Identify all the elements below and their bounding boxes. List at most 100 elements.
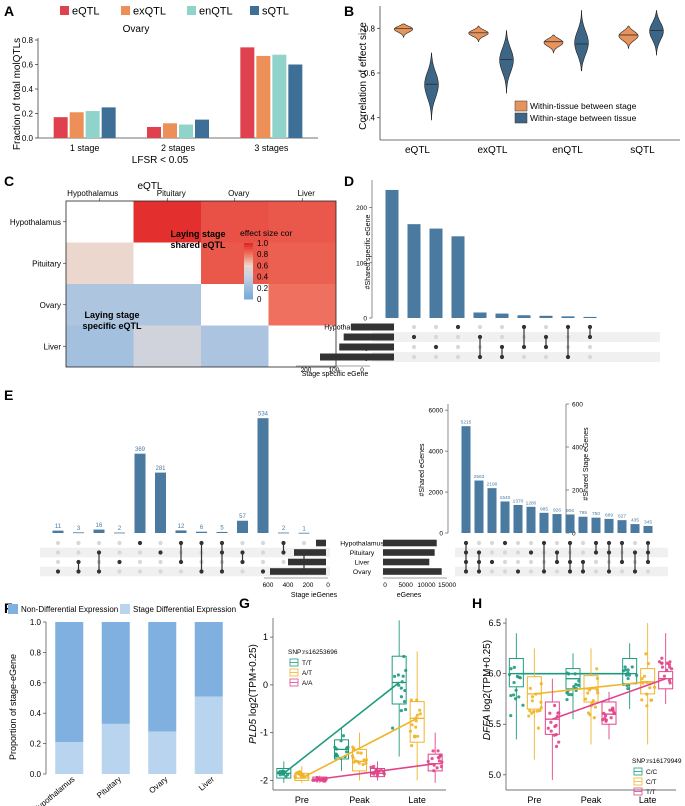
e-right-ytick-label: 4000 <box>429 449 444 456</box>
e-left-intersection-bar <box>278 532 289 534</box>
g-point <box>356 751 360 755</box>
e-left-ytick-label: 0 <box>572 531 576 538</box>
e-right-matrix-dot <box>515 540 521 546</box>
e-right-intersection-bar <box>487 488 497 533</box>
h-point <box>527 714 531 718</box>
f-stacked-bars: 0.0 0.2 0.4 0.6 0.8 1.0 Hypothalamus Pituitary O… <box>30 618 223 806</box>
e-left-matrix-dot <box>117 569 122 574</box>
c-legend-gradient-step <box>244 269 253 272</box>
e-left-intersection-bar <box>155 472 166 533</box>
c-legend-gradient-step <box>244 267 253 270</box>
c-legend-gradient-step <box>244 277 253 280</box>
e-right-row-stripe <box>455 547 668 558</box>
e-left-bar-label: 16 <box>96 523 103 529</box>
e-right-matrix-dot <box>489 559 495 565</box>
g-trend-line <box>301 717 418 779</box>
e-left-intersection-bar <box>73 532 84 534</box>
g-xtick-label: Pre <box>295 795 309 805</box>
c-legend-gradient-step <box>244 273 253 276</box>
f-ytick-label: 0.6 <box>30 679 42 688</box>
d-intersection-bar <box>451 236 465 318</box>
a-bar-enQTL <box>179 124 193 138</box>
g-point <box>321 779 326 783</box>
d-row-stripe <box>372 332 660 342</box>
g-point <box>364 761 368 765</box>
h-point <box>553 703 557 708</box>
e-left-intersection-bar <box>52 530 64 533</box>
c-annotation-line: Laying stage <box>84 310 139 320</box>
h-box <box>658 671 674 690</box>
g-box <box>391 655 407 705</box>
f-legend-label: Non-Differential Expression <box>21 605 118 614</box>
d-intersection-bar <box>495 313 509 318</box>
e-left-matrix-dot <box>240 540 245 546</box>
b-xtick-label: eQTL <box>405 145 430 156</box>
e-left-set-tick-label: 600 <box>263 582 274 589</box>
h-point <box>511 693 516 697</box>
g-point <box>278 769 282 774</box>
h-ylabel-unit: log2(TPM+0.25) <box>482 640 493 715</box>
g-point <box>399 686 403 690</box>
a-ylabel: Fraction of total molQTLs <box>12 38 23 150</box>
c-legend-tick-label: 0.6 <box>257 261 269 270</box>
c-frame <box>65 200 337 368</box>
g-box <box>352 748 367 772</box>
panel-g: G -2 -1 0 1 Pre Peak Late SNP:rs16253696 T/T A/T A… <box>239 595 446 805</box>
h-point <box>567 692 571 697</box>
a-xtick-label: 2 stages <box>161 143 196 153</box>
e-left-row-stripe <box>40 547 330 558</box>
c-legend-gradient-step <box>244 243 253 246</box>
c-heatmap: Hypothalamus Pituitary Ovary Liver Hypothala… <box>10 189 337 368</box>
a-legend-swatch <box>60 6 69 15</box>
g-point <box>413 734 417 738</box>
h-xtick-label: Late <box>639 795 657 805</box>
e-left-bar-label: 11 <box>55 524 62 530</box>
h-point <box>518 676 522 680</box>
e-right-bar-label: 795 <box>579 510 587 516</box>
e-right-matrix-dot <box>489 569 495 574</box>
e-right-bar-label: 689 <box>605 512 613 518</box>
e-left-matrix-dot <box>158 550 163 555</box>
h-ytick-label: 5.0 <box>488 770 501 780</box>
panel-e: E 0 200 400 600 11 3 16 2 369 281 12 6 5 57 534 2 1 Hypo… <box>4 387 668 599</box>
d-intersection-bar <box>429 228 443 318</box>
c-cell <box>201 325 269 367</box>
c-row-label: Liver <box>44 342 62 351</box>
c-cell <box>268 284 336 326</box>
e-left-set-size-bar <box>288 558 326 566</box>
c-cell <box>268 325 336 367</box>
h-point <box>509 713 513 718</box>
d-intersection-bar <box>473 312 487 318</box>
h-point <box>648 686 652 690</box>
e-right-ytick-label: 2000 <box>429 490 444 497</box>
h-point <box>608 708 612 712</box>
c-row-label: Pituitary <box>32 259 61 268</box>
g-point <box>396 673 400 677</box>
f-bar-stage-diff <box>194 696 223 774</box>
d-upset: 0100200HypothalamusLiverPituitaryOvary20… <box>296 180 660 374</box>
g-point <box>392 674 397 679</box>
e-left-matrix-dot <box>260 559 266 565</box>
g-point <box>281 769 285 773</box>
d-intersection-bar <box>583 316 597 318</box>
c-cell <box>201 201 269 243</box>
h-point <box>509 693 513 698</box>
e-right-matrix-dot <box>515 550 521 555</box>
g-point <box>372 764 376 769</box>
e-right-matrix-dot <box>554 569 560 574</box>
c-legend-gradient-step <box>244 291 253 294</box>
e-left-intersection-bar <box>93 529 105 533</box>
a-bar-enQTL <box>272 54 287 139</box>
d-matrix-dot <box>455 354 461 360</box>
e-left-bar-label: 2 <box>118 526 122 532</box>
g-ytick-label: -2 <box>260 775 268 785</box>
d-matrix-dot <box>411 344 417 350</box>
e-left-set-size-bar <box>294 549 326 556</box>
h-point <box>565 697 569 702</box>
e-left-set-tick-label: 200 <box>303 582 314 589</box>
e-right-set-tick-label: 5000 <box>398 582 413 589</box>
g-xtick-label: Peak <box>349 795 370 805</box>
c-legend-tick-label: 1.0 <box>257 239 269 248</box>
f-xtick-label: Ovary <box>147 775 169 796</box>
e-left-matrix-dot <box>158 559 163 565</box>
